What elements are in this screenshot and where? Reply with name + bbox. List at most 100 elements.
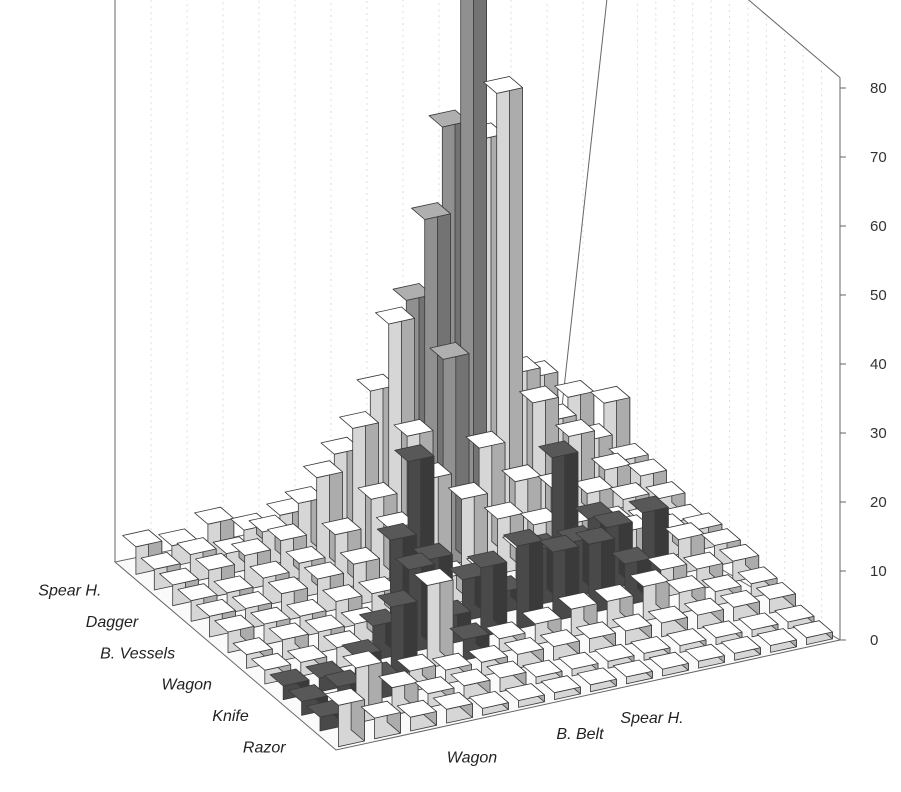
row-axis-label: Wagon: [162, 677, 213, 694]
bar-face: [231, 591, 272, 609]
z-tick-label: 60: [870, 218, 887, 235]
bar-face: [593, 584, 634, 602]
wall-edge-top-side: [747, 0, 841, 79]
z-tick-label: 40: [870, 356, 887, 373]
bar-face: [376, 523, 417, 541]
z-tick-label: 80: [870, 80, 887, 97]
bar-face: [628, 495, 669, 514]
bar-face: [701, 574, 742, 592]
bar-face: [684, 643, 725, 662]
bar-face: [576, 621, 616, 640]
row-axis-label: Razor: [243, 739, 286, 756]
bar-face: [396, 699, 437, 718]
bar-face: [630, 636, 671, 654]
bar: [792, 620, 833, 645]
bar-face: [429, 341, 470, 360]
bar-face: [214, 614, 255, 633]
bar-face: [645, 481, 686, 499]
bar: [756, 628, 797, 653]
bar-face: [483, 76, 523, 94]
bar-face: [267, 523, 308, 542]
bar-face: [648, 605, 688, 624]
bar-face: [538, 440, 579, 459]
bar-face: [666, 628, 707, 646]
z-tick-label: 30: [870, 425, 887, 442]
bar-face: [447, 481, 488, 500]
bar-face: [519, 385, 559, 404]
bar: [486, 660, 527, 693]
bar-face: [195, 599, 236, 617]
bar-face: [558, 651, 599, 670]
bar-face: [756, 628, 797, 646]
z-tick-label: 50: [870, 287, 887, 304]
bar-face: [503, 637, 544, 655]
col-axis-label: B. Belt: [556, 726, 604, 743]
row-axis-label: Spear H.: [38, 583, 101, 600]
bar-face: [267, 576, 308, 595]
bar: [503, 637, 544, 669]
bar-face: [720, 590, 760, 608]
bar: [648, 651, 689, 677]
bar-face: [251, 652, 292, 671]
bar-face: [431, 652, 472, 671]
bar-face: [467, 550, 508, 569]
bar-face: [393, 418, 434, 437]
bar-face: [557, 591, 598, 610]
bar: [467, 550, 508, 638]
bar-face: [592, 510, 633, 529]
bar-face: [665, 575, 706, 593]
bar: [504, 683, 545, 708]
bar-face: [304, 614, 345, 633]
bar-face: [465, 430, 506, 449]
bar: [665, 575, 706, 614]
bar-face: [468, 691, 509, 709]
bar-face: [504, 683, 545, 701]
col-axis-label: Spear H.: [620, 710, 683, 727]
bar-face: [375, 306, 416, 325]
bar: [396, 699, 437, 732]
bar-face: [540, 629, 580, 647]
bar-face: [394, 444, 435, 463]
bar-face: [720, 636, 761, 654]
bar: [684, 643, 725, 669]
bar-face: [486, 660, 527, 679]
bar: [483, 76, 523, 536]
bar-face: [285, 546, 326, 564]
bar-face: [540, 675, 581, 694]
bar-face: [575, 527, 616, 545]
bar-face: [195, 552, 236, 571]
bar: [468, 691, 509, 716]
bar-face: [159, 567, 200, 586]
bar: [720, 636, 761, 661]
bar-face: [341, 639, 382, 657]
row-axis-label: B. Vessels: [100, 645, 175, 662]
bar-face: [539, 534, 580, 553]
bar-face: [339, 411, 380, 429]
bar-face: [176, 537, 217, 555]
bar-face: [324, 688, 365, 706]
row-axis-label: Knife: [212, 708, 249, 725]
bar-face: [231, 538, 272, 556]
bar-face: [576, 667, 617, 686]
bar-face: [342, 650, 383, 669]
bar-face: [413, 568, 454, 586]
bar-face: [432, 692, 473, 710]
bar-face: [232, 637, 273, 655]
bar-face: [321, 517, 362, 536]
col-axis-label: Wagon: [447, 750, 498, 767]
bar-face: [792, 620, 833, 639]
row-axis-label: Dagger: [86, 614, 139, 631]
bar-face: [449, 622, 490, 641]
bar-face: [450, 668, 491, 687]
bar-face: [555, 419, 595, 437]
bar: [719, 543, 760, 583]
z-tick-label: 20: [870, 494, 887, 511]
bar: [232, 637, 273, 669]
bar: [612, 659, 653, 685]
bar-face: [737, 566, 778, 585]
bar-face: [738, 612, 779, 631]
bar-face: [269, 668, 310, 687]
bar-face: [177, 583, 218, 602]
bar-face: [122, 529, 163, 548]
